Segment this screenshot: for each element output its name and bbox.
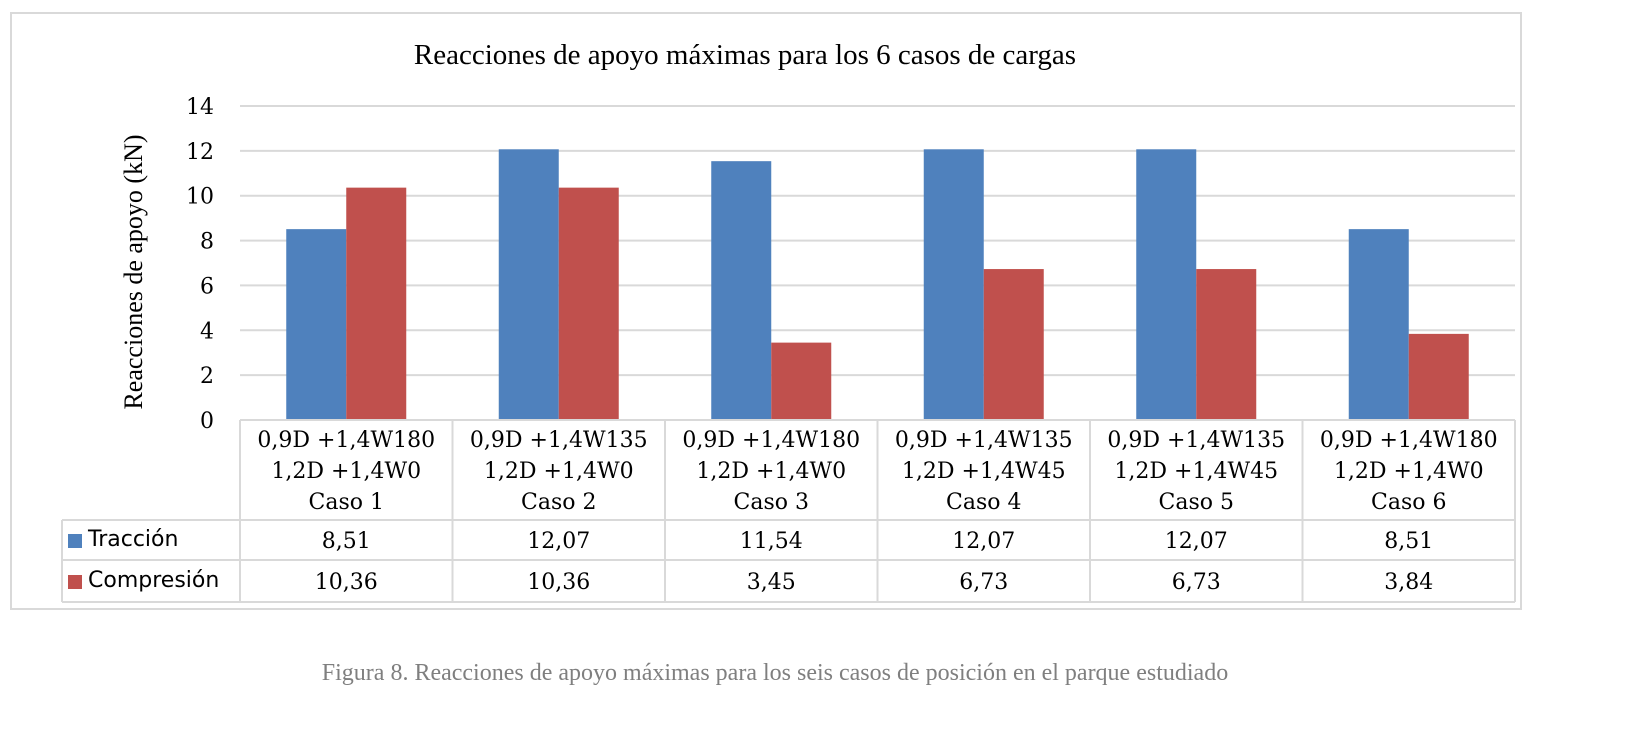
category-label: 1,2D +1,4W45 <box>1114 459 1278 484</box>
category-label: 1,2D +1,4W0 <box>271 459 421 484</box>
bar-traccion <box>498 149 559 420</box>
category-label: Caso 4 <box>946 490 1021 515</box>
data-label: 3,84 <box>1384 570 1433 595</box>
data-label: 12,07 <box>1165 529 1228 554</box>
bar-traccion <box>286 229 347 420</box>
category-label: Caso 1 <box>309 490 384 515</box>
y-tick-label: 14 <box>186 95 214 120</box>
category-label: 1,2D +1,4W0 <box>696 459 846 484</box>
category-label: Caso 3 <box>734 490 809 515</box>
y-tick-label: 12 <box>186 140 214 165</box>
data-label: 8,51 <box>1384 529 1433 554</box>
data-label: 3,45 <box>747 570 796 595</box>
category-label: 0,9D +1,4W135 <box>470 428 648 453</box>
bar-traccion <box>711 161 772 420</box>
category-label: 0,9D +1,4W180 <box>1320 428 1498 453</box>
data-label: 10,36 <box>315 570 378 595</box>
data-label: 8,51 <box>322 529 371 554</box>
y-tick-label: 10 <box>186 185 214 210</box>
legend-label: Compresión <box>88 568 219 593</box>
chart-title: Reacciones de apoyo máximas para los 6 c… <box>414 39 1076 71</box>
legend-key <box>68 534 82 548</box>
category-label: Caso 6 <box>1371 490 1446 515</box>
bar-traccion <box>923 149 984 420</box>
bar-compresion <box>1196 269 1257 420</box>
data-label: 6,73 <box>959 570 1008 595</box>
figure-caption: Figura 8. Reacciones de apoyo máximas pa… <box>321 660 1229 686</box>
y-tick-label: 8 <box>200 230 214 255</box>
category-label: 0,9D +1,4W180 <box>257 428 435 453</box>
bar-compresion <box>346 187 407 420</box>
legend-label: Tracción <box>87 527 178 552</box>
bar-compresion <box>558 187 619 420</box>
data-label: 10,36 <box>527 570 590 595</box>
data-label: 11,54 <box>740 529 803 554</box>
data-label: 6,73 <box>1172 570 1221 595</box>
y-tick-label: 0 <box>200 409 214 434</box>
category-label: 1,2D +1,4W0 <box>1334 459 1484 484</box>
category-label: 0,9D +1,4W135 <box>895 428 1073 453</box>
category-label: 0,9D +1,4W180 <box>682 428 860 453</box>
category-label: 1,2D +1,4W45 <box>902 459 1066 484</box>
category-label: Caso 5 <box>1159 490 1234 515</box>
bar-traccion <box>1136 149 1197 420</box>
y-tick-label: 4 <box>200 319 214 344</box>
data-label: 12,07 <box>527 529 590 554</box>
bar-compresion <box>771 342 832 420</box>
category-label: 0,9D +1,4W135 <box>1107 428 1285 453</box>
legend-key <box>68 575 82 589</box>
bar-traccion <box>1348 229 1409 420</box>
category-label: 1,2D +1,4W0 <box>484 459 634 484</box>
y-tick-label: 2 <box>200 364 214 389</box>
y-axis-label: Reacciones de apoyo (kN) <box>119 134 148 409</box>
bar-compresion <box>1408 333 1469 420</box>
data-label: 12,07 <box>952 529 1015 554</box>
category-label: Caso 2 <box>521 490 596 515</box>
y-tick-label: 6 <box>200 274 214 299</box>
bar-compresion <box>983 269 1044 420</box>
